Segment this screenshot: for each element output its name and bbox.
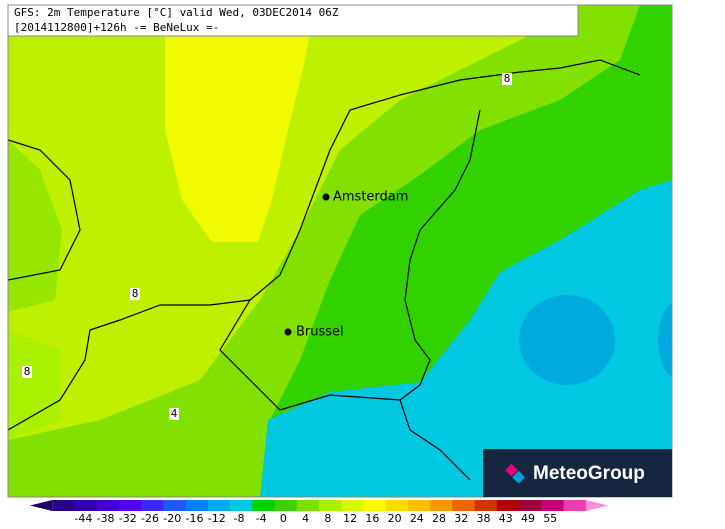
colorbar-tick-label: -12 <box>208 512 226 525</box>
temp-zone <box>8 330 60 440</box>
colorbar-tick-label: 28 <box>432 512 446 525</box>
city-dot <box>322 193 330 201</box>
colorbar-segment <box>319 500 342 511</box>
colorbar-segment <box>252 500 276 511</box>
colorbar: -44 -38 -32 -26 -20 -16 -12 -8 -4 0 4 8 12 16 20 24 28 32… <box>30 500 608 525</box>
colorbar-segment <box>496 500 520 511</box>
temp-zone <box>519 295 615 385</box>
colorbar-tick-label: -32 <box>119 512 137 525</box>
temp-zone <box>8 140 62 312</box>
colorbar-tick-label: 55 <box>543 512 557 525</box>
colorbar-segment <box>563 500 587 511</box>
colorbar-tick-label: -44 <box>74 512 92 525</box>
colorbar-tick-label: 8 <box>324 512 331 525</box>
colorbar-segment <box>230 500 253 511</box>
contour-label: 8 <box>132 287 139 300</box>
colorbar-segment <box>52 500 75 511</box>
colorbar-tick-label: 12 <box>343 512 357 525</box>
logo-text: MeteoGroup <box>533 463 645 484</box>
colorbar-tick-label: -38 <box>97 512 115 525</box>
city-dot <box>284 328 292 336</box>
colorbar-tick-label: 49 <box>521 512 535 525</box>
contour-label: 8 <box>24 365 31 378</box>
colorbar-segment <box>452 500 476 511</box>
temp-zone <box>165 5 315 242</box>
colorbar-tick-label: -8 <box>233 512 244 525</box>
contour-label-bg <box>502 73 512 85</box>
colorbar-segment <box>430 500 453 511</box>
colorbar-segment <box>118 500 142 511</box>
colorbar-tick-label: 16 <box>365 512 379 525</box>
borders <box>8 59 641 481</box>
colorbar-tick-label: -16 <box>186 512 204 525</box>
temp-zone <box>260 180 672 497</box>
colorbar-segment <box>341 500 364 511</box>
colorbar-segment <box>141 500 164 511</box>
colorbar-segment <box>163 500 187 511</box>
colorbar-segment <box>541 500 565 511</box>
colorbar-segment <box>185 500 209 511</box>
contour-label-bg <box>169 408 179 420</box>
colorbar-tick-label: 4 <box>302 512 309 525</box>
contour-labels: 8 8 8 4 <box>22 72 512 420</box>
colorbar-tick-label: 38 <box>477 512 491 525</box>
colorbar-end <box>30 500 53 511</box>
colorbar-segment <box>207 500 231 511</box>
temp-zone <box>658 302 672 378</box>
colorbar-segment <box>274 500 298 511</box>
map: 8 8 8 4 Amsterdam Brussel <box>8 5 672 497</box>
colorbar-tick-label: 24 <box>410 512 424 525</box>
colorbar-segment <box>74 500 98 511</box>
title: GFS: 2m Temperature [°C] valid Wed, 03DE… <box>14 6 339 19</box>
subtitle: [2014112800]+126h -= BeNeLux =- <box>14 21 219 34</box>
colorbar-tick-label: 0 <box>280 512 287 525</box>
city-label: Brussel <box>296 325 344 340</box>
title-box <box>7 4 579 37</box>
contour-label-bg <box>22 366 32 378</box>
colorbar-segment <box>407 500 431 511</box>
colorbar-segment <box>385 500 409 511</box>
contour-label-bg <box>130 288 140 300</box>
colorbar-tick-label: 43 <box>499 512 513 525</box>
city-label: Amsterdam <box>333 190 408 205</box>
contour-label: 8 <box>504 72 511 85</box>
colorbar-segment <box>96 500 120 511</box>
colorbar-segment <box>363 500 387 511</box>
colorbar-segment <box>519 500 542 511</box>
colorbar-segment <box>474 500 498 511</box>
colorbar-tick-label: 20 <box>388 512 402 525</box>
colorbar-segment <box>296 500 320 511</box>
contour-label: 4 <box>171 407 178 420</box>
colorbar-tick-label: -20 <box>163 512 181 525</box>
colorbar-tick-label: 32 <box>454 512 468 525</box>
colorbar-tick-label: -4 <box>256 512 267 525</box>
colorbar-tick-label: -26 <box>141 512 159 525</box>
colorbar-end <box>585 500 608 511</box>
